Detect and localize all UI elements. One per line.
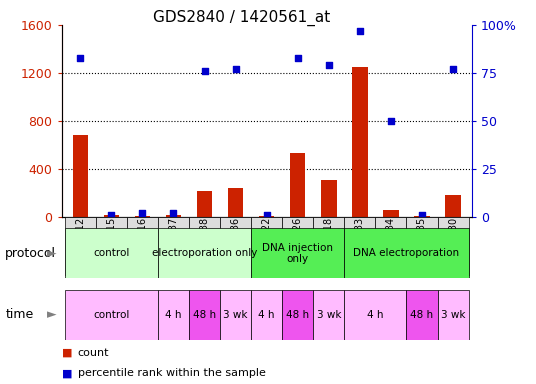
Point <box>138 210 147 216</box>
Point <box>449 66 457 72</box>
Text: GSM154233: GSM154233 <box>355 217 365 276</box>
Text: GSM154237: GSM154237 <box>168 217 178 276</box>
Bar <box>445 195 461 217</box>
Text: DNA injection
only: DNA injection only <box>262 243 333 264</box>
Text: count: count <box>78 348 109 358</box>
Point <box>263 212 271 218</box>
Bar <box>352 67 368 217</box>
Bar <box>166 215 181 217</box>
Bar <box>158 228 251 278</box>
Text: control: control <box>93 310 130 320</box>
Bar <box>72 136 88 217</box>
Bar <box>220 217 251 276</box>
Text: GSM154216: GSM154216 <box>137 217 147 276</box>
Text: GSM154236: GSM154236 <box>230 217 241 276</box>
Bar <box>65 290 158 340</box>
Bar <box>321 180 337 217</box>
Bar <box>251 217 282 276</box>
Bar <box>406 217 437 276</box>
Text: percentile rank within the sample: percentile rank within the sample <box>78 368 266 378</box>
Point <box>76 55 85 61</box>
Bar <box>259 216 274 217</box>
Text: GSM154234: GSM154234 <box>386 217 396 276</box>
Bar <box>65 228 158 278</box>
Text: ■: ■ <box>62 368 72 378</box>
Bar <box>344 290 406 340</box>
Text: 48 h: 48 h <box>286 310 309 320</box>
Text: GSM154215: GSM154215 <box>106 217 116 276</box>
Bar <box>313 290 344 340</box>
Text: GSM154238: GSM154238 <box>199 217 210 276</box>
Bar <box>344 228 468 278</box>
Text: ►: ► <box>47 308 56 321</box>
Text: 3 wk: 3 wk <box>317 310 341 320</box>
Text: GSM154230: GSM154230 <box>448 217 458 276</box>
Text: time: time <box>5 308 34 321</box>
Point <box>293 55 302 61</box>
Bar <box>228 188 243 217</box>
Point <box>418 212 426 218</box>
Bar <box>158 217 189 276</box>
Point <box>386 118 395 124</box>
Bar <box>220 290 251 340</box>
Bar <box>103 215 119 217</box>
Bar <box>437 290 468 340</box>
Bar <box>251 290 282 340</box>
Text: ■: ■ <box>62 348 72 358</box>
Bar <box>437 217 468 276</box>
Bar <box>158 290 189 340</box>
Text: GDS2840 / 1420561_at: GDS2840 / 1420561_at <box>153 10 330 26</box>
Text: 48 h: 48 h <box>193 310 216 320</box>
Text: electroporation only: electroporation only <box>152 248 257 258</box>
Point <box>324 62 333 68</box>
Bar <box>406 290 437 340</box>
Text: GSM154218: GSM154218 <box>324 217 334 276</box>
Bar <box>96 217 127 276</box>
Bar <box>189 217 220 276</box>
Text: DNA electroporation: DNA electroporation <box>353 248 459 258</box>
Text: protocol: protocol <box>5 247 56 260</box>
Text: control: control <box>93 248 130 258</box>
Text: 3 wk: 3 wk <box>224 310 248 320</box>
Bar <box>414 216 430 217</box>
Text: GSM154226: GSM154226 <box>293 217 303 276</box>
Text: GSM154235: GSM154235 <box>417 217 427 276</box>
Text: 48 h: 48 h <box>411 310 434 320</box>
Point <box>107 212 116 218</box>
Bar <box>282 217 313 276</box>
Text: GSM154222: GSM154222 <box>262 217 272 276</box>
Point <box>200 68 209 74</box>
Bar <box>65 217 96 276</box>
Point <box>169 210 178 216</box>
Bar <box>383 210 399 217</box>
Point <box>232 66 240 72</box>
Text: 4 h: 4 h <box>258 310 275 320</box>
Bar <box>197 190 212 217</box>
Point <box>355 28 364 34</box>
Text: ►: ► <box>47 247 56 260</box>
Text: GSM154212: GSM154212 <box>75 217 85 276</box>
Bar <box>135 216 150 217</box>
Bar <box>282 290 313 340</box>
Text: 4 h: 4 h <box>367 310 384 320</box>
Bar <box>127 217 158 276</box>
Text: 3 wk: 3 wk <box>441 310 465 320</box>
Bar <box>313 217 344 276</box>
Bar <box>290 153 306 217</box>
Bar <box>189 290 220 340</box>
Bar <box>344 217 375 276</box>
Text: 4 h: 4 h <box>165 310 182 320</box>
Bar <box>375 217 406 276</box>
Bar <box>251 228 344 278</box>
